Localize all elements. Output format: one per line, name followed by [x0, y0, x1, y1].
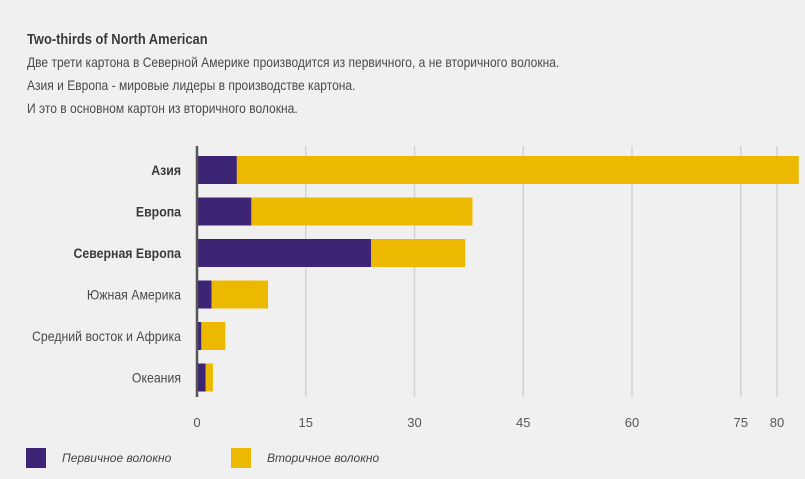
bar-secondary	[236, 156, 799, 184]
subtitle-line-1: Две трети картона в Северной Америке про…	[27, 54, 560, 70]
category-label: Океания	[132, 370, 181, 386]
x-tick-label: 0	[193, 415, 200, 430]
x-tick-label: 15	[299, 415, 313, 430]
x-tick-label: 30	[407, 415, 421, 430]
chart-title: Two-thirds of North American	[27, 31, 208, 48]
legend-swatch-primary	[26, 448, 46, 468]
category-label: Южная Америка	[87, 287, 182, 303]
bar-secondary	[371, 239, 466, 267]
x-tick-label: 75	[734, 415, 748, 430]
bar-primary	[197, 322, 202, 350]
x-tick-label: 45	[516, 415, 530, 430]
bar-primary	[197, 239, 371, 267]
category-label: Северная Европа	[74, 245, 182, 261]
bar-primary	[197, 280, 212, 309]
bar-primary	[197, 363, 206, 392]
bar-secondary	[251, 197, 473, 226]
x-tick-label: 60	[625, 415, 639, 430]
category-label: Средний восток и Африка	[32, 328, 182, 344]
bar-secondary	[201, 322, 226, 350]
legend-label-primary: Первичное волокно	[62, 451, 172, 465]
legend-swatch-secondary	[231, 448, 251, 468]
bar-primary	[197, 197, 252, 226]
bar-secondary	[211, 280, 269, 309]
legend-label-secondary: Вторичное волокно	[267, 451, 380, 465]
bar-primary	[197, 156, 237, 184]
category-label: Азия	[151, 162, 181, 178]
subtitle-line-2: Азия и Европа - мировые лидеры в произво…	[27, 77, 356, 93]
x-tick-label: 80	[770, 415, 784, 430]
subtitle-line-3: И это в основном картон из вторичного во…	[27, 100, 298, 116]
bar-secondary	[205, 363, 213, 392]
category-label: Европа	[136, 204, 182, 220]
